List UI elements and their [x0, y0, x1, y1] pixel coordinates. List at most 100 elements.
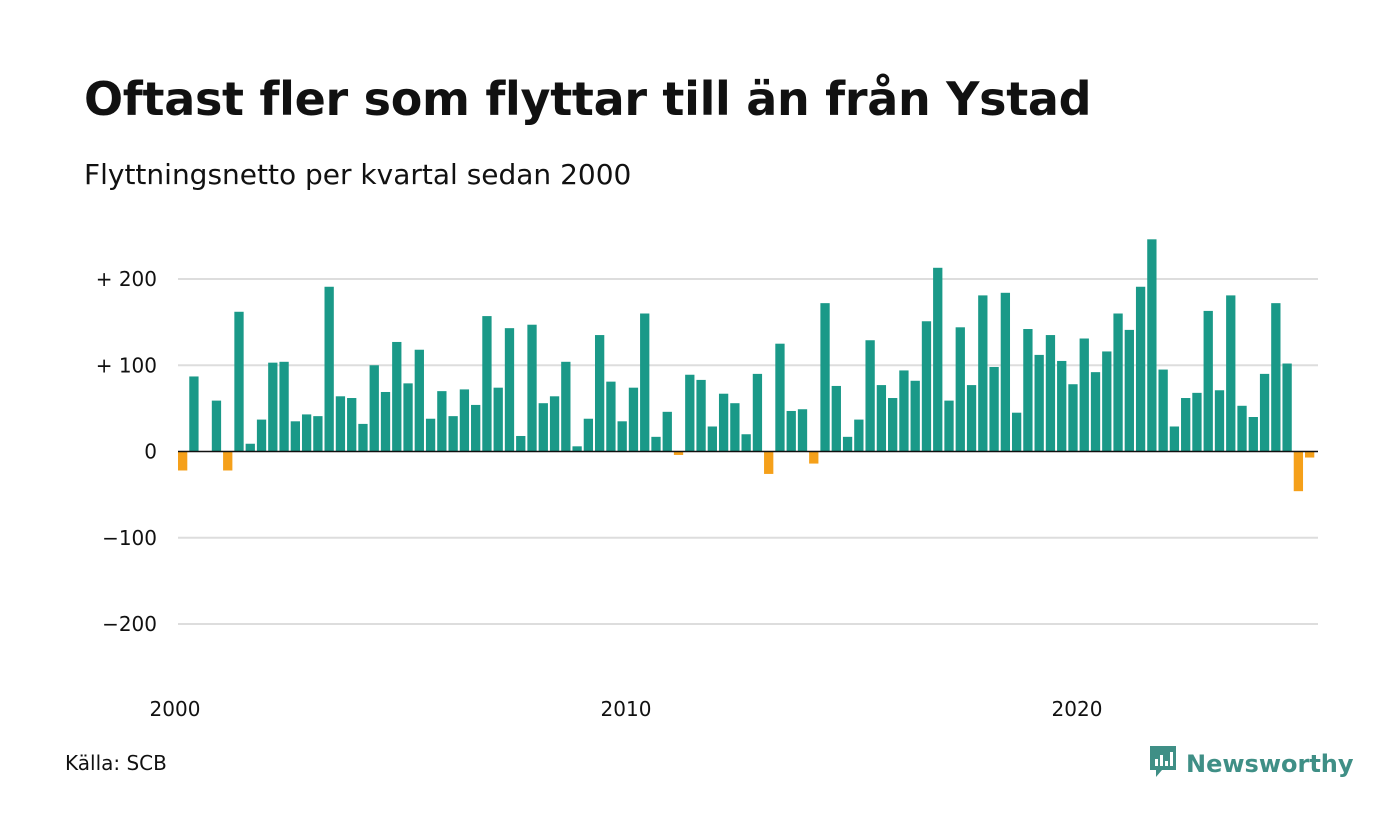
y-tick-label: 0 — [144, 440, 157, 464]
bar — [1113, 313, 1123, 452]
y-tick-label: −200 — [102, 612, 157, 636]
source-note: Källa: SCB — [65, 751, 167, 775]
bar — [1079, 338, 1089, 452]
bar — [842, 436, 853, 452]
bar — [1135, 286, 1146, 452]
bar — [324, 286, 334, 452]
x-tick-label: 2020 — [1052, 697, 1103, 721]
bar — [876, 385, 887, 452]
bar — [414, 349, 424, 452]
bar — [1259, 373, 1270, 452]
bar — [538, 403, 548, 452]
bar — [1147, 239, 1157, 452]
bar — [448, 416, 458, 452]
bar — [741, 434, 751, 452]
bar — [831, 385, 841, 452]
bar — [718, 393, 729, 452]
bar — [955, 327, 965, 452]
bar — [651, 436, 661, 452]
bar — [910, 380, 920, 452]
bar — [786, 410, 796, 452]
bar — [933, 267, 943, 452]
bar — [628, 387, 639, 452]
bar — [944, 400, 954, 452]
x-tick-label: 2010 — [601, 697, 652, 721]
bar — [978, 295, 988, 452]
bar — [189, 376, 199, 452]
bar — [223, 451, 233, 471]
brand-name: Newsworthy — [1186, 750, 1354, 778]
bar — [888, 398, 898, 452]
bar — [178, 451, 188, 471]
y-tick-label: + 200 — [96, 267, 157, 291]
bar — [1011, 412, 1022, 452]
bars — [178, 239, 1315, 492]
bar — [1214, 390, 1225, 452]
bar — [606, 381, 616, 452]
bar — [1271, 303, 1281, 452]
bar — [1181, 398, 1191, 452]
bar — [583, 418, 594, 452]
page-title: Oftast fler som flyttar till än från Yst… — [84, 72, 1092, 126]
bar — [347, 398, 357, 452]
bar — [1203, 310, 1213, 452]
bar — [572, 446, 582, 452]
bar — [1068, 384, 1078, 452]
bar — [696, 379, 706, 452]
bar — [437, 391, 447, 452]
bar — [921, 321, 932, 452]
bar — [617, 421, 627, 452]
bar — [459, 389, 470, 452]
bar — [1192, 392, 1202, 452]
x-axis-labels: 2000 2010 2020 — [150, 697, 1103, 721]
bar — [527, 324, 537, 452]
brand-logo[interactable]: Newsworthy — [1148, 744, 1354, 784]
bar — [640, 313, 650, 452]
bar — [313, 416, 323, 452]
bar — [1158, 369, 1168, 452]
bar — [369, 365, 379, 452]
bar — [1102, 351, 1112, 452]
bar — [1226, 295, 1236, 452]
bar — [268, 362, 278, 452]
bar — [493, 387, 503, 452]
bar — [809, 451, 819, 464]
bar — [1057, 360, 1067, 452]
bar — [358, 423, 368, 452]
y-tick-label: −100 — [102, 526, 157, 550]
bar — [211, 400, 222, 452]
bar — [820, 303, 830, 452]
bar — [1248, 417, 1258, 452]
bar — [1090, 372, 1101, 452]
newsworthy-chat-bars-icon — [1148, 744, 1178, 784]
bar — [1023, 329, 1033, 452]
bar — [234, 311, 244, 452]
bar — [854, 419, 864, 452]
bar — [279, 361, 289, 452]
bar — [380, 391, 391, 452]
bar — [504, 328, 515, 452]
bar — [707, 426, 717, 452]
bar — [482, 316, 492, 452]
bar — [561, 361, 571, 452]
bar — [685, 374, 695, 452]
y-axis-labels: + 200 + 100 0 −100 −200 — [96, 267, 157, 636]
bar — [549, 396, 560, 452]
bar — [662, 411, 672, 452]
bar — [245, 443, 255, 452]
bar — [966, 385, 977, 452]
bar — [865, 340, 875, 452]
bar — [989, 366, 999, 452]
bar — [730, 403, 740, 452]
bar — [256, 419, 267, 452]
bar — [392, 341, 402, 452]
bar — [1282, 363, 1292, 452]
bar — [1045, 335, 1056, 452]
bar — [335, 396, 346, 452]
y-tick-label: + 100 — [96, 353, 157, 377]
bar — [516, 435, 526, 452]
bar — [1034, 354, 1044, 452]
bar — [1000, 292, 1011, 452]
bar — [899, 370, 909, 452]
